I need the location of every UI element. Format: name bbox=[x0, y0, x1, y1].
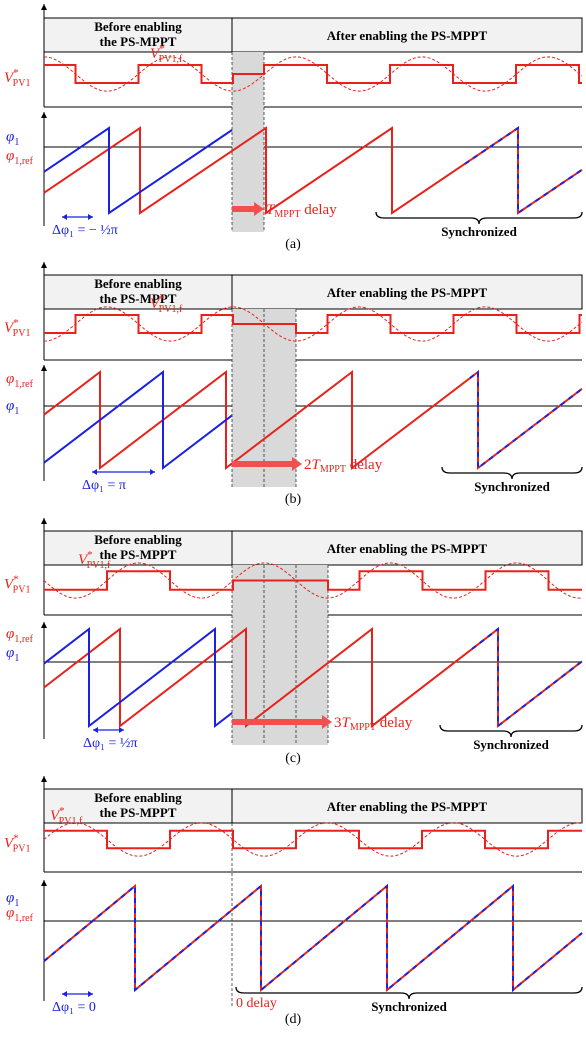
panel-c-vpv1-staircase bbox=[44, 570, 582, 591]
panel-c-delay-arrow-head bbox=[322, 715, 332, 729]
panel-b-synchronized-label: Synchronized bbox=[474, 479, 550, 494]
panel-c-vpv1-label: V* PV1 bbox=[4, 574, 30, 596]
panel-b-after-header-text: After enabling the PS-MPPT bbox=[327, 285, 488, 300]
panel-d-vpv1-staircase bbox=[44, 829, 582, 850]
panel-c-before-header-line2: the PS-MPPT bbox=[100, 547, 177, 562]
panel-c-after-header-box bbox=[231, 530, 583, 566]
panel-a-phi1-label: φ1 bbox=[6, 129, 19, 148]
panel-d-phi-axis-arrow bbox=[41, 880, 47, 886]
panel-c-phi1-synced-sawtooth bbox=[471, 626, 583, 729]
panel-a-delay-shade bbox=[232, 52, 264, 232]
panel-a-phi-axis-arrow bbox=[41, 112, 47, 118]
panel-b-delay-arrow-head bbox=[292, 457, 302, 471]
panel-b-phi1-sawtooth bbox=[43, 369, 233, 471]
panel-a-before-header-box bbox=[43, 17, 233, 53]
panel-b-before-header-line1: Before enabling bbox=[94, 276, 182, 291]
panel-a-phi1-synced-sawtooth bbox=[464, 126, 583, 215]
panel-c-phi-axis-arrow bbox=[41, 622, 47, 628]
panel-a-vpv1f-sine bbox=[43, 56, 583, 92]
panel-c-v-axis-arrow bbox=[41, 518, 47, 524]
panel-d-phi1ref-label: φ1,ref bbox=[6, 905, 34, 924]
panel-b-vpv1f-sine bbox=[43, 306, 583, 342]
panel-a-delay-arrow-head bbox=[254, 202, 264, 216]
panel-d-synchronized-brace bbox=[235, 986, 583, 1000]
panel-d-before-header-line1: Before enabling bbox=[94, 790, 182, 805]
panel-a-vpv1-staircase bbox=[44, 64, 582, 84]
panel-c-before-header-line1: Before enabling bbox=[94, 532, 182, 547]
panel-d-vpv1f-sine bbox=[43, 822, 583, 857]
panel-a-caption: (a) bbox=[285, 237, 301, 252]
panel-c-delay-arrow-body bbox=[232, 719, 322, 725]
panel-b-vpv1f-label: V* PV1,f bbox=[150, 293, 183, 315]
panel-b-after-header-box bbox=[231, 274, 583, 310]
panel-b-phi1-label: φ1 bbox=[6, 398, 19, 417]
panel-a-delay-arrow-body bbox=[232, 206, 254, 212]
panel-c-delay-shade bbox=[232, 565, 328, 745]
panel-c-vpv1f-label: V* PV1,f bbox=[78, 549, 111, 571]
panel-b-phi-axis-arrow bbox=[41, 365, 47, 371]
panel-d-vpv1-label: V* PV1 bbox=[4, 833, 30, 855]
panel-b-phi1ref-label: φ1,ref bbox=[6, 371, 34, 390]
panel-a-v-axis-arrow bbox=[41, 4, 47, 10]
panel-b-before-header-line2: the PS-MPPT bbox=[100, 291, 177, 306]
panel-a-vpv1-label: V* PV1 bbox=[4, 67, 30, 89]
panel-a-synchronized-label: Synchronized bbox=[441, 224, 517, 239]
panel-a-synchronized-brace bbox=[375, 211, 583, 225]
panel-c-delay-label: 3TMPPT delay bbox=[334, 715, 413, 733]
panel-b-phi1-synced-sawtooth bbox=[469, 369, 583, 471]
panel-d-after-header-box bbox=[231, 788, 583, 824]
panel-d-synchronized-label: Synchronized bbox=[371, 999, 447, 1014]
panel-c-phi1ref-label: φ1,ref bbox=[6, 626, 34, 645]
panel-d-delay-label: 0 delay bbox=[236, 996, 277, 1011]
panel-a-before-header-line1: Before enabling bbox=[94, 19, 182, 34]
panel-a-phi1-sawtooth bbox=[43, 126, 233, 215]
panel-c-after-header-text: After enabling the PS-MPPT bbox=[327, 541, 488, 556]
panel-c-phi1-sawtooth bbox=[43, 626, 233, 729]
panel-d-before-header-line2: the PS-MPPT bbox=[100, 805, 177, 820]
panel-a-after-header-text: After enabling the PS-MPPT bbox=[327, 28, 488, 43]
panel-c-synchronized-label: Synchronized bbox=[473, 737, 549, 752]
panel-a-delta-phi-text: Δφ₁ = − ½π bbox=[52, 223, 118, 238]
panel-a-phi1ref-label: φ1,ref bbox=[6, 148, 34, 167]
panel-d-phi1-label: φ1 bbox=[6, 890, 19, 909]
panel-a-before-header-line2: the PS-MPPT bbox=[100, 34, 177, 49]
panel-b-vpv1-staircase bbox=[44, 314, 582, 334]
panel-a-delay-label: TMPPT delay bbox=[266, 202, 337, 220]
panel-b-phi1ref-sawtooth bbox=[43, 369, 583, 471]
panel-b-before-header-box bbox=[43, 274, 233, 310]
panel-d-phi1-synced-sawtooth bbox=[43, 883, 583, 993]
panel-a-after-header-box bbox=[231, 17, 583, 53]
panel-d-vpv1f-label: V* PV1,f bbox=[50, 805, 83, 827]
panel-c-synchronized-brace bbox=[439, 724, 583, 738]
panel-b-delay-label: 2TMPPT delay bbox=[304, 457, 383, 475]
panel-b-vpv1-label: V* PV1 bbox=[4, 317, 30, 339]
panel-c-vpv1f-sine bbox=[43, 562, 583, 599]
panel-d-phi1ref-sawtooth bbox=[43, 883, 583, 993]
panel-c-phi1-label: φ1 bbox=[6, 645, 19, 664]
panel-d-v-axis-arrow bbox=[41, 776, 47, 782]
panel-b-v-axis-arrow bbox=[41, 262, 47, 268]
panel-b-delta-phi-text: Δφ₁ = π bbox=[82, 478, 126, 493]
panel-b-synchronized-brace bbox=[441, 466, 583, 480]
panel-a-vpv1f-label: V* PV1,f bbox=[150, 43, 183, 65]
panel-b-delay-arrow-body bbox=[232, 461, 292, 467]
panel-a-phi1ref-sawtooth bbox=[43, 126, 583, 215]
panel-c-caption: (c) bbox=[285, 751, 301, 766]
panel-c-before-header-box bbox=[43, 530, 233, 566]
panel-c-delta-phi-text: Δφ₁ = ½π bbox=[83, 736, 137, 751]
panel-d-delta-phi-text: Δφ₁ = 0 bbox=[52, 1000, 96, 1015]
panel-d-caption: (d) bbox=[285, 1012, 302, 1027]
panel-b-caption: (b) bbox=[285, 492, 302, 507]
panel-d-after-header-text: After enabling the PS-MPPT bbox=[327, 799, 488, 814]
